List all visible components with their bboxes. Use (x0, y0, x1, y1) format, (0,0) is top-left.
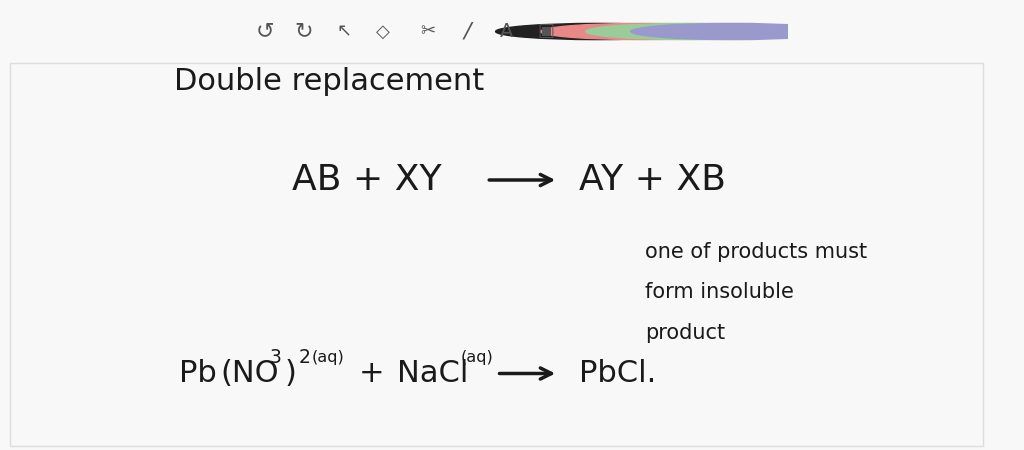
Text: 2: 2 (299, 348, 311, 367)
Text: ◇: ◇ (376, 22, 390, 40)
Text: ↻: ↻ (295, 22, 313, 41)
Text: +: + (358, 359, 384, 388)
Text: form insoluble: form insoluble (645, 283, 794, 302)
Text: (aq): (aq) (311, 350, 344, 365)
Text: NaCl: NaCl (397, 359, 469, 388)
Text: ✂: ✂ (421, 22, 435, 40)
Text: /: / (464, 22, 471, 41)
Text: product: product (645, 323, 725, 343)
Text: one of products must: one of products must (645, 242, 867, 262)
Text: Double replacement: Double replacement (174, 67, 484, 95)
Text: AB + XY: AB + XY (292, 163, 441, 197)
Text: A: A (500, 22, 514, 41)
Text: PbCl.: PbCl. (579, 359, 655, 388)
Circle shape (631, 23, 834, 40)
Text: ▣: ▣ (538, 22, 555, 40)
Text: 3: 3 (269, 348, 282, 367)
Text: AY + XB: AY + XB (579, 163, 725, 197)
Text: (aq): (aq) (461, 350, 494, 365)
Text: (NO: (NO (220, 359, 279, 388)
Circle shape (586, 23, 788, 40)
Text: ↺: ↺ (255, 22, 274, 41)
Circle shape (541, 23, 743, 40)
Circle shape (496, 23, 698, 40)
Text: Pb: Pb (179, 359, 217, 388)
Text: ): ) (285, 359, 297, 388)
Text: ↖: ↖ (336, 22, 351, 40)
